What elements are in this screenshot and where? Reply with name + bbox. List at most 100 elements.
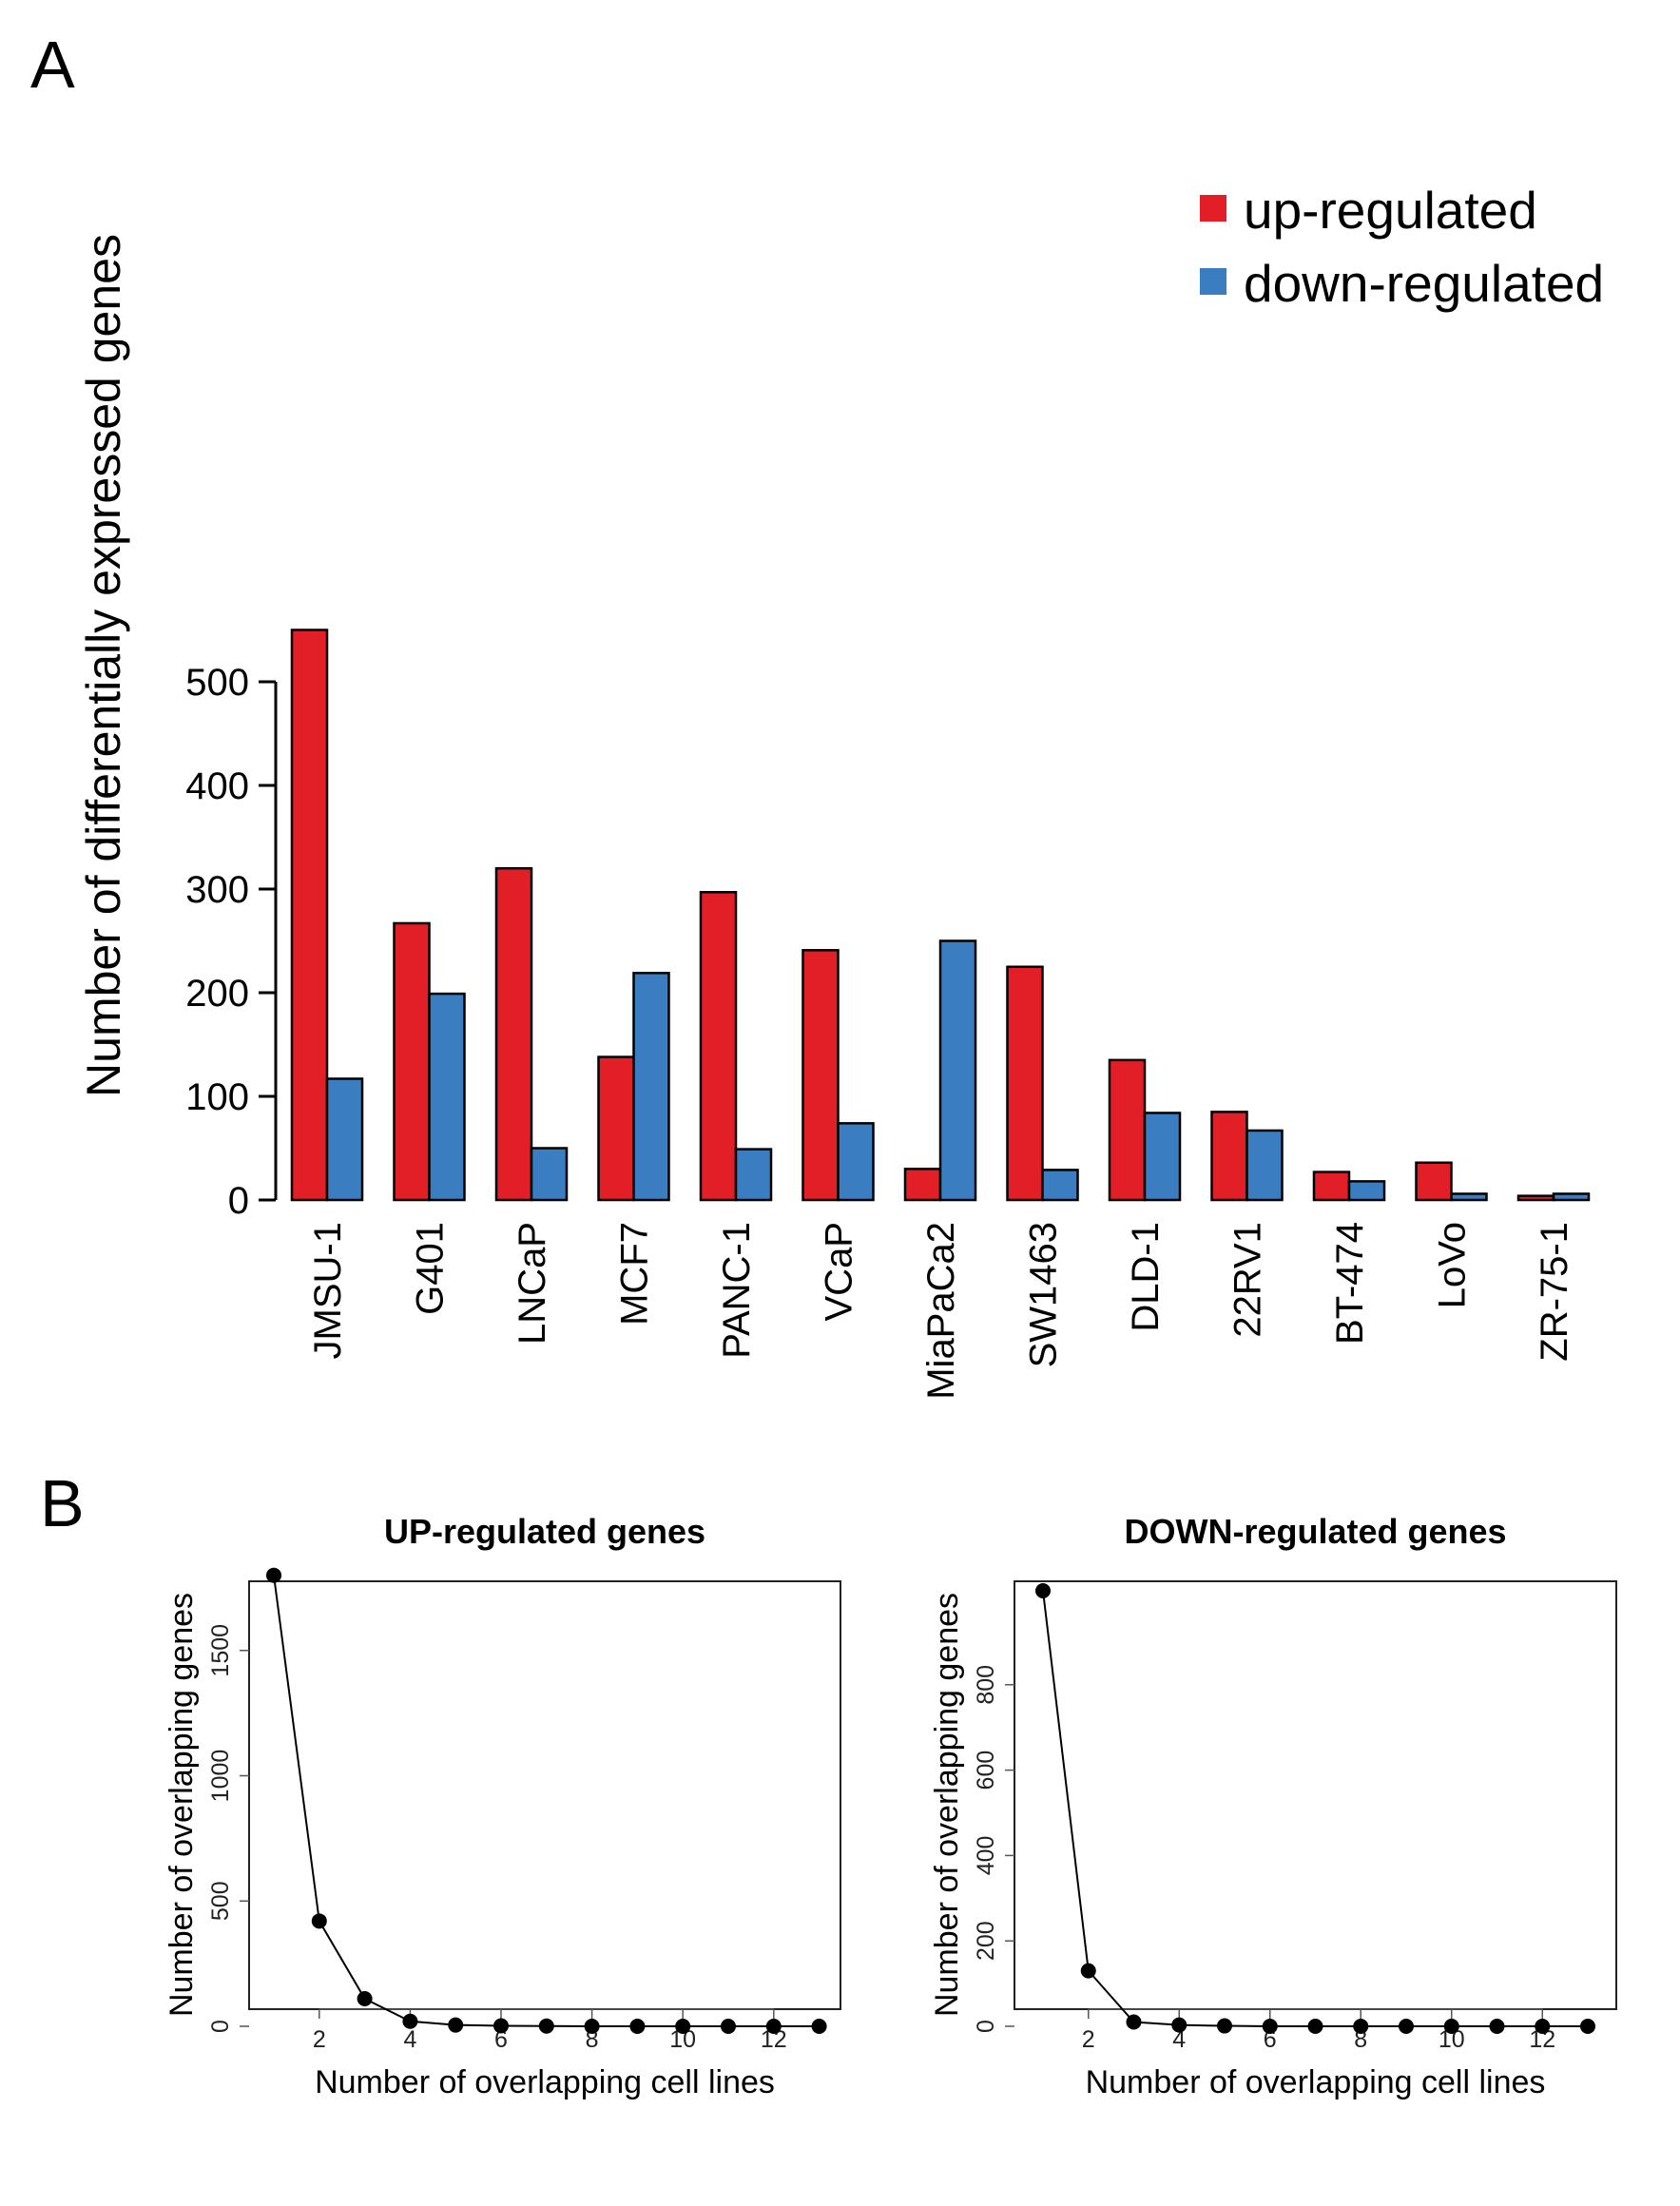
x-tick-label: G401 bbox=[410, 1222, 452, 1315]
x-tick-label: ZR-75-1 bbox=[1534, 1222, 1575, 1362]
data-point bbox=[1080, 1963, 1096, 1979]
x-tick-label: SW1463 bbox=[1023, 1222, 1065, 1367]
bar-up-ZR-75-1 bbox=[1516, 1194, 1555, 1202]
x-axis-title: Number of overlapping cell lines bbox=[1086, 2064, 1546, 2100]
bar-down-VCaP bbox=[837, 1122, 875, 1202]
bar-up-22RV1 bbox=[1210, 1111, 1248, 1202]
x-tick-label: 22RV1 bbox=[1227, 1222, 1269, 1338]
x-axis-title: Number of overlapping cell lines bbox=[315, 2064, 775, 2100]
data-point bbox=[1307, 2019, 1323, 2034]
bar-chart-differential-expression: 0 100 200 300 400 500 Number of differentially… bbox=[77, 181, 1604, 1400]
plot-frame bbox=[1014, 1580, 1617, 2010]
y-axis-title: Number of overlapping genes bbox=[929, 1593, 965, 2017]
data-point bbox=[721, 2019, 736, 2034]
x-tick-label: LNCaP bbox=[512, 1222, 553, 1345]
data-point bbox=[493, 2018, 509, 2034]
data-point bbox=[538, 2018, 554, 2034]
panel-label-b: B bbox=[40, 1466, 85, 1540]
data-point bbox=[765, 2019, 782, 2034]
data-point bbox=[448, 2017, 464, 2033]
data-point bbox=[1489, 2019, 1505, 2034]
y-tick-label: 400 bbox=[973, 1836, 999, 1876]
x-tick-label: 2 bbox=[313, 2026, 326, 2053]
data-point bbox=[1171, 2017, 1188, 2033]
y-tick-label: 500 bbox=[207, 1881, 234, 1921]
bar-down-SW1463 bbox=[1041, 1169, 1079, 1202]
data-point bbox=[357, 1991, 373, 2007]
bar-down-MiaPaCa2 bbox=[938, 939, 977, 1202]
x-tick-label: MCF7 bbox=[614, 1222, 656, 1326]
plot-frame bbox=[248, 1580, 841, 2010]
bar-down-JMSU-1 bbox=[325, 1077, 364, 1202]
bar-down-DLD-1 bbox=[1143, 1112, 1182, 1202]
data-point bbox=[811, 2019, 827, 2034]
data-point bbox=[1035, 1583, 1051, 1599]
data-point bbox=[1126, 2014, 1142, 2030]
x-tick-label: VCaP bbox=[819, 1222, 860, 1322]
data-line bbox=[1042, 1590, 1588, 2027]
y-tick-label: 200 bbox=[973, 1921, 999, 1961]
bar-up-JMSU-1 bbox=[290, 629, 329, 1202]
y-tick-label: 0 bbox=[973, 2020, 999, 2033]
y-tick-label: 1500 bbox=[207, 1624, 234, 1677]
data-point bbox=[1399, 2019, 1414, 2034]
y-tick-label: 400 bbox=[185, 765, 249, 807]
bar-down-PANC-1 bbox=[734, 1148, 773, 1202]
data-point bbox=[1535, 2019, 1551, 2034]
x-tick-label: LoVo bbox=[1432, 1222, 1474, 1308]
bar-down-22RV1 bbox=[1246, 1129, 1284, 1202]
data-point bbox=[402, 2013, 418, 2029]
x-tick-label: JMSU-1 bbox=[307, 1222, 349, 1359]
bar-up-G401 bbox=[393, 921, 431, 1202]
bar-up-SW1463 bbox=[1006, 965, 1044, 1202]
bar-up-BT-474 bbox=[1312, 1171, 1351, 1202]
x-tick-label: PANC-1 bbox=[716, 1222, 758, 1359]
bar-down-LoVo bbox=[1450, 1192, 1488, 1202]
legend-swatch-down bbox=[1200, 268, 1226, 295]
data-point bbox=[311, 1913, 327, 1929]
bar-up-LoVo bbox=[1415, 1161, 1453, 1202]
legend: up-regulated down-regulated bbox=[1200, 181, 1604, 313]
data-point bbox=[1580, 2019, 1595, 2034]
x-tick-label: MiaPaCa2 bbox=[920, 1222, 962, 1400]
x-tick-label: 4 bbox=[1172, 2026, 1186, 2053]
y-tick-label: 0 bbox=[207, 2020, 234, 2033]
subplot-title: UP-regulated genes bbox=[384, 1512, 705, 1551]
data-point bbox=[1217, 2018, 1232, 2034]
subplot-title: DOWN-regulated genes bbox=[1124, 1512, 1506, 1551]
y-tick-label: 600 bbox=[973, 1751, 999, 1790]
bar-up-DLD-1 bbox=[1108, 1058, 1147, 1202]
data-point bbox=[1262, 2019, 1278, 2034]
x-tick-label: BT-474 bbox=[1329, 1222, 1371, 1345]
y-tick-label: 300 bbox=[185, 869, 249, 911]
bar-down-MCF7 bbox=[632, 972, 670, 1202]
x-tick-label: DLD-1 bbox=[1125, 1222, 1167, 1332]
bar-down-LNCaP bbox=[530, 1147, 569, 1202]
data-point bbox=[629, 2019, 646, 2034]
bar-up-VCaP bbox=[801, 949, 840, 1202]
y-tick-label: 200 bbox=[185, 973, 249, 1015]
y-axis-title: Number of differentially expressed genes bbox=[77, 234, 130, 1097]
data-point bbox=[1443, 2019, 1459, 2034]
y-tick-label: 500 bbox=[185, 662, 249, 704]
y-tick-label: 0 bbox=[228, 1180, 249, 1222]
x-tick-label: 6 bbox=[494, 2026, 508, 2053]
y-axis-title: Number of overlapping genes bbox=[164, 1593, 200, 2017]
bar-up-MCF7 bbox=[597, 1055, 635, 1202]
data-point bbox=[1353, 2019, 1369, 2034]
panel-label-a: A bbox=[30, 28, 75, 102]
bar-up-LNCaP bbox=[494, 866, 533, 1202]
bar-down-ZR-75-1 bbox=[1552, 1192, 1591, 1202]
data-line bbox=[273, 1575, 820, 2027]
x-tick-label: 2 bbox=[1082, 2026, 1095, 2053]
legend-label-down: down-regulated bbox=[1244, 254, 1604, 313]
bar-up-MiaPaCa2 bbox=[903, 1168, 942, 1202]
y-tick-label: 100 bbox=[185, 1076, 249, 1118]
data-point bbox=[266, 1567, 281, 1583]
bar-down-BT-474 bbox=[1347, 1180, 1386, 1202]
x-tick-label: 4 bbox=[403, 2026, 416, 2053]
bar-up-PANC-1 bbox=[699, 891, 738, 1202]
y-tick-label: 1000 bbox=[207, 1750, 234, 1803]
